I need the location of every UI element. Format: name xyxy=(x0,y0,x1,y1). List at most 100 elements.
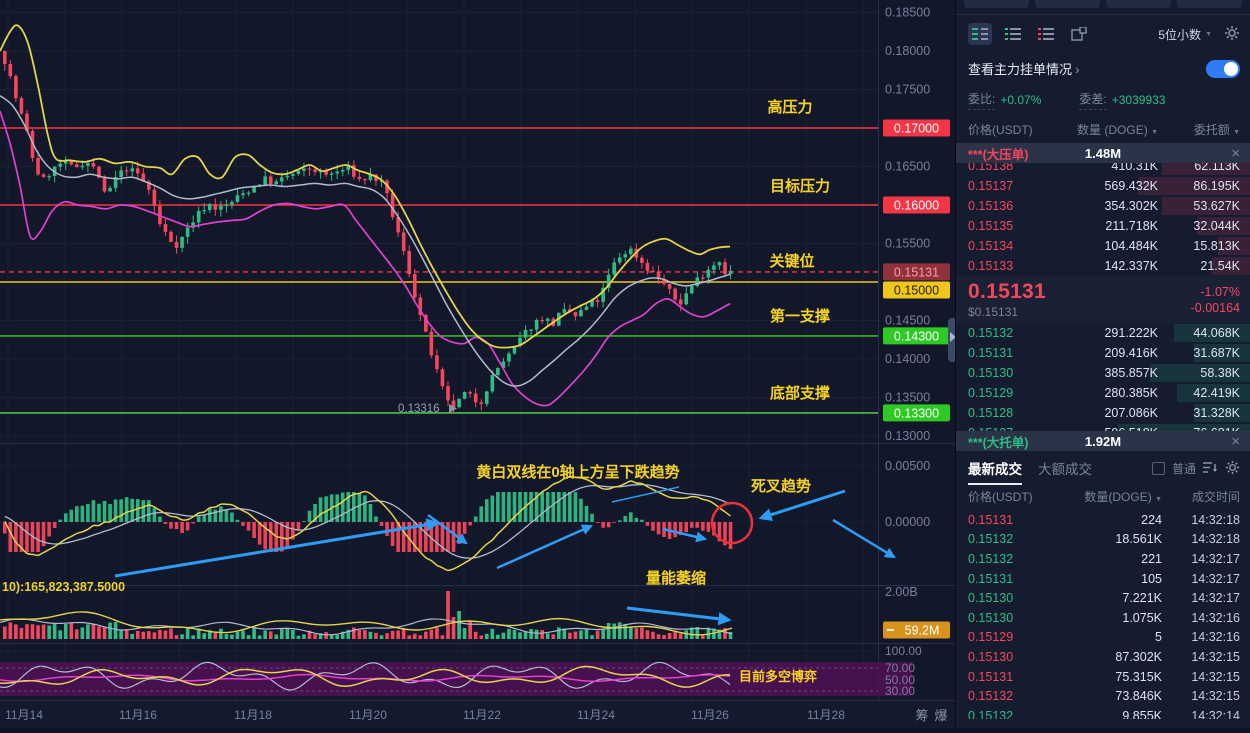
ratio-buy-value: +0.07% xyxy=(1000,93,1041,107)
chart-tool-button[interactable]: 爆 xyxy=(934,708,947,723)
bid-row[interactable]: 0.15127596.518K76.681K xyxy=(956,423,1250,431)
annotation-label: 量能萎缩 xyxy=(646,569,706,587)
top-button[interactable] xyxy=(964,0,1029,8)
book-header-amount[interactable]: 委托额 ▼ xyxy=(1158,121,1240,138)
book-qty: 291.222K xyxy=(1054,326,1158,340)
close-icon[interactable]: × xyxy=(1231,433,1240,450)
normal-checkbox[interactable] xyxy=(1152,462,1165,475)
ratio-diff-value: +3039933 xyxy=(1112,93,1166,107)
close-icon[interactable]: × xyxy=(1231,145,1240,162)
book-amount: 31.328K xyxy=(1158,406,1240,420)
chart-tool-button[interactable]: 筹 xyxy=(915,708,928,723)
book-price: 0.15136 xyxy=(968,199,1054,213)
trade-qty: 7.221K xyxy=(1054,591,1162,605)
trade-price: 0.15132 xyxy=(968,709,1054,719)
book-view-asks-icon[interactable] xyxy=(1034,23,1058,45)
book-view-both-icon[interactable] xyxy=(968,23,992,45)
last-price-block[interactable]: 0.15131 $0.15131 -1.07% -0.00164 xyxy=(956,276,1250,323)
gear-icon[interactable] xyxy=(1225,460,1240,478)
volume-tick: 2.00B xyxy=(885,585,918,599)
book-amount: 62.113K xyxy=(1158,163,1240,173)
chevron-down-icon: ▼ xyxy=(1233,129,1240,136)
price-badge-label: 0.15131 xyxy=(894,265,939,279)
ratio-row: 委比: +0.07% 委差: +3039933 xyxy=(956,82,1250,114)
trade-time: 14:32:17 xyxy=(1162,591,1240,605)
book-header-price: 价格(USDT) xyxy=(968,121,1054,138)
book-amount: 44.068K xyxy=(1158,326,1240,340)
price-tick: 0.18500 xyxy=(885,6,930,20)
trade-price: 0.15132 xyxy=(968,552,1054,566)
trade-price: 0.15129 xyxy=(968,630,1054,644)
main-order-link[interactable]: 查看主力挂单情况 xyxy=(968,59,1072,78)
trade-time: 14:32:17 xyxy=(1162,572,1240,586)
large-bid-banner[interactable]: 1.92M ***(大托单) × xyxy=(956,431,1250,451)
trades-header-price: 价格(USDT) xyxy=(968,488,1054,505)
decimals-select[interactable]: 5位小数 ▼ xyxy=(1158,26,1212,43)
trade-time: 14:32:17 xyxy=(1162,552,1240,566)
tab-recent-trades[interactable]: 最新成交 xyxy=(968,458,1022,485)
trade-qty: 105 xyxy=(1054,572,1162,586)
top-button[interactable] xyxy=(1106,0,1171,8)
book-view-bids-icon[interactable] xyxy=(1001,23,1025,45)
trade-time: 14:32:16 xyxy=(1162,611,1240,625)
main-order-toggle[interactable] xyxy=(1206,60,1240,78)
book-price: 0.15128 xyxy=(968,406,1054,420)
top-button-row xyxy=(956,0,1250,8)
chart-canvas: 0.185000.180000.175000.165000.155000.145… xyxy=(0,0,955,728)
price-badge-label: 0.16000 xyxy=(894,199,939,213)
trades-header-qty[interactable]: 数量(DOGE) ▼ xyxy=(1054,488,1162,505)
book-amount: 58.38K xyxy=(1158,366,1240,380)
large-ask-banner[interactable]: 1.48M ***(大压单) × xyxy=(956,143,1250,163)
book-header-qty[interactable]: 数量 (DOGE) ▼ xyxy=(1054,121,1158,138)
trade-price: 0.15131 xyxy=(968,572,1054,586)
tab-large-trades[interactable]: 大额成交 xyxy=(1038,458,1092,485)
price-badge-label: 0.13300 xyxy=(894,406,939,420)
decimals-label: 5位小数 xyxy=(1158,26,1201,43)
annotation-label: 高压力 xyxy=(767,98,812,116)
book-price: 0.15129 xyxy=(968,386,1054,400)
gear-icon[interactable] xyxy=(1224,25,1240,44)
book-qty: 104.484K xyxy=(1054,239,1158,253)
top-button[interactable] xyxy=(1177,0,1242,8)
top-button[interactable] xyxy=(1035,0,1100,8)
price-tick: 0.14500 xyxy=(885,314,930,328)
time-tick: 11月28 xyxy=(807,708,845,722)
macd-tick: 0.00000 xyxy=(885,515,930,529)
annotation-label: 黄白双线在0轴上方呈下跌趋势 xyxy=(476,463,679,481)
last-price: 0.15131 xyxy=(968,280,1046,304)
book-qty: 385.857K xyxy=(1054,366,1158,380)
trades-header-row: 价格(USDT) 数量(DOGE) ▼ 成交时间 xyxy=(956,481,1250,510)
sort-list-icon[interactable] xyxy=(1203,461,1218,477)
trade-price: 0.15130 xyxy=(968,650,1054,664)
price-badge-label: 0.15000 xyxy=(894,284,939,298)
book-overlay-icon[interactable] xyxy=(1067,23,1091,45)
main-order-row: 查看主力挂单情况 › xyxy=(956,51,1250,82)
chevron-down-icon: ▼ xyxy=(1155,496,1162,503)
book-qty: 207.086K xyxy=(1054,406,1158,420)
time-tick: 11月22 xyxy=(463,708,501,722)
